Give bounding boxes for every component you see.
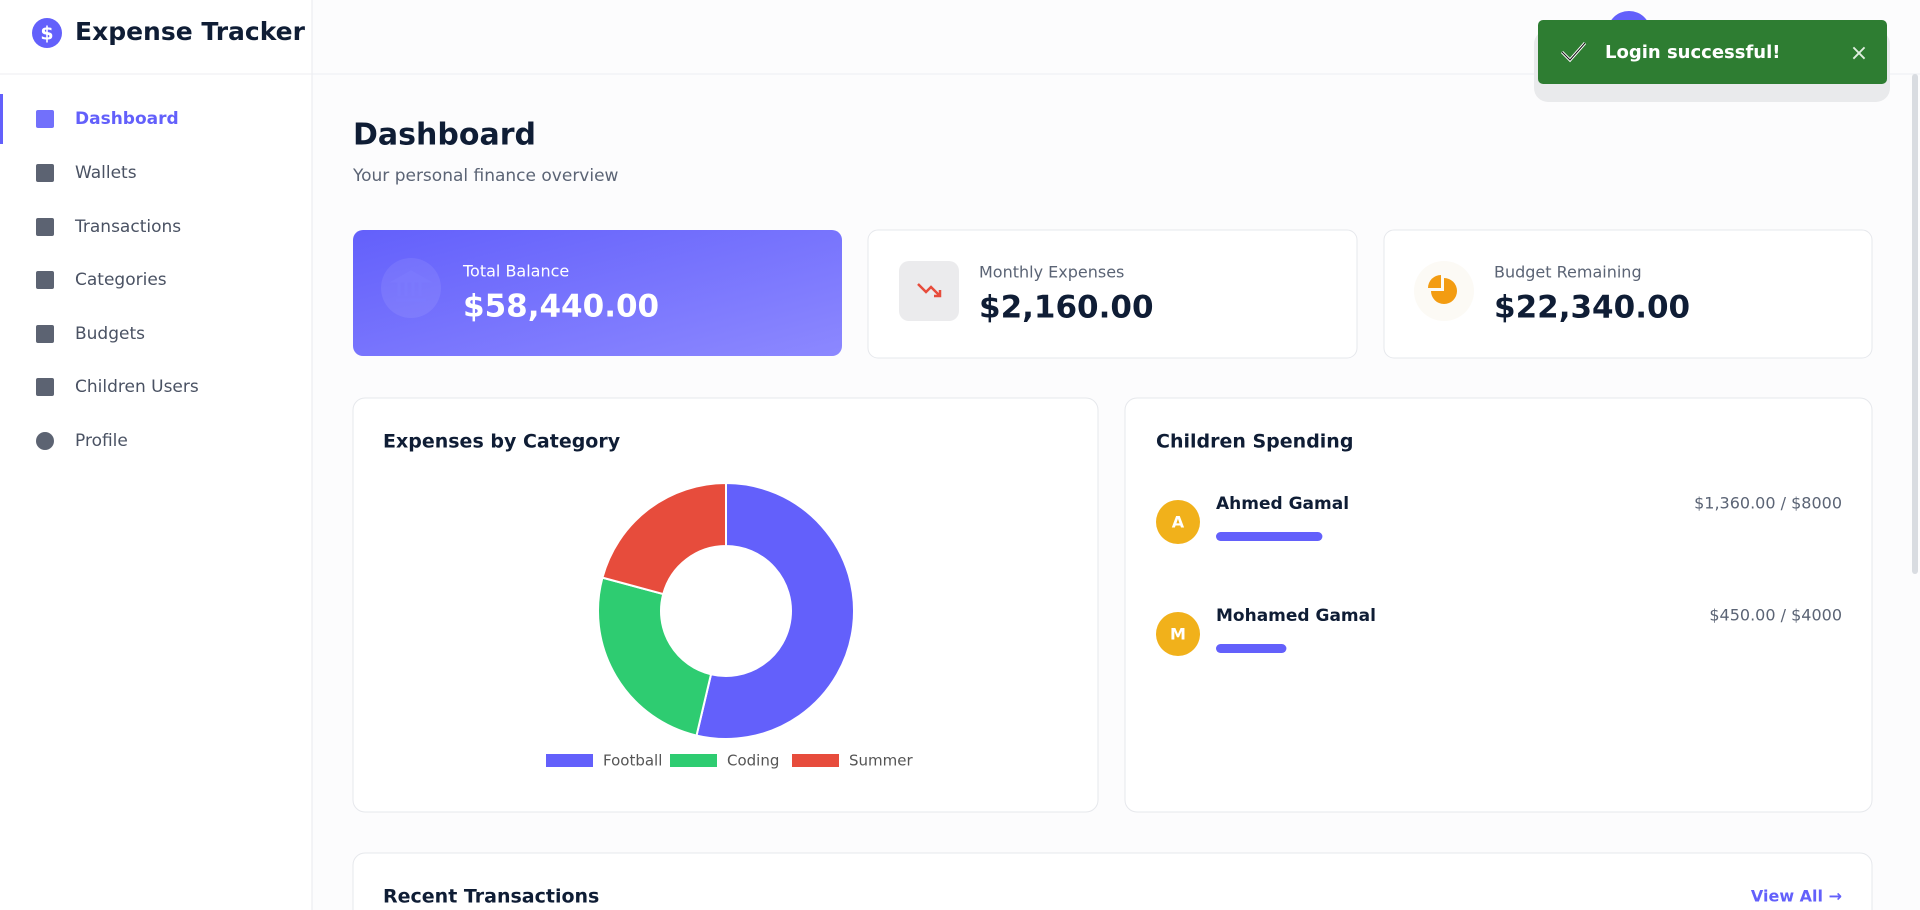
page-subtitle: Your personal finance overview — [352, 166, 619, 186]
nav-item[interactable]: Budgets — [75, 324, 145, 344]
children-list: A Ahmed Gamal $1,360.00 / $8000 M Mohamed Ga… — [1156, 494, 1842, 656]
nav-item[interactable]: Profile — [75, 431, 128, 451]
panel-title: Recent Transactions — [383, 886, 599, 908]
card-icon — [917, 283, 942, 298]
card-value: $2,160.00 — [979, 290, 1154, 326]
legend-label: Coding — [727, 752, 779, 770]
nav-item[interactable]: Wallets — [75, 163, 137, 183]
page-title: Dashboard — [353, 118, 536, 153]
nav: Dashboard Wallets Transactions Categories Bu… — [36, 109, 199, 451]
logo — [32, 18, 62, 48]
chart-panel — [352, 397, 1099, 813]
child-initial: A — [1172, 513, 1185, 532]
child-avatar — [1156, 612, 1200, 656]
nav-item[interactable]: Dashboard — [75, 109, 179, 129]
child-name: Mohamed Gamal — [1216, 606, 1376, 626]
legend-swatch — [546, 754, 593, 767]
child-avatar — [1156, 500, 1200, 544]
card — [1383, 229, 1873, 359]
nav-item[interactable]: Transactions — [74, 217, 181, 237]
nav-icon — [36, 271, 54, 289]
nav-icon — [36, 432, 54, 450]
chart-title: Expenses by Category — [383, 431, 621, 453]
toast — [1538, 20, 1887, 84]
card-label: Budget Remaining — [1494, 263, 1642, 282]
donut-slice — [695, 481, 855, 740]
child-name: Ahmed Gamal — [1216, 494, 1349, 514]
child-amount: $450.00 / $4000 — [1709, 606, 1842, 625]
card-icon — [381, 258, 441, 318]
donut-slice — [601, 481, 727, 596]
nav-item[interactable]: Categories — [75, 270, 167, 290]
nav-item[interactable]: Children Users — [75, 377, 199, 397]
card-value: $58,440.00 — [463, 289, 659, 325]
card — [353, 230, 842, 356]
sidebar — [0, 0, 312, 910]
card-icon — [1431, 278, 1457, 304]
toast-icon — [1561, 42, 1586, 61]
nav-icon — [36, 164, 54, 182]
toast-close[interactable]: × — [1850, 41, 1868, 66]
nav-icon — [36, 218, 54, 236]
recent-panel — [352, 852, 1873, 910]
card-icon — [899, 261, 959, 321]
card-label: Total Balance — [462, 262, 569, 281]
child-amount: $1,360.00 / $8000 — [1694, 494, 1842, 513]
donut-chart: Football Coding Summer — [546, 481, 913, 770]
child-initial: M — [1170, 625, 1186, 644]
nav-icon — [36, 378, 54, 396]
panel-title: Children Spending — [1156, 431, 1353, 453]
card — [867, 229, 1358, 359]
progress-bar — [1216, 644, 1287, 653]
donut-slice — [597, 576, 713, 737]
nav-icon — [36, 325, 54, 343]
view-all-link[interactable]: View All → — [1751, 887, 1842, 906]
nav-icon — [36, 110, 54, 128]
children-panel — [1124, 397, 1873, 813]
card-value: $22,340.00 — [1494, 290, 1690, 326]
brand: Expense Tracker — [75, 17, 306, 46]
legend-label: Summer — [849, 752, 913, 770]
scrollbar — [1912, 74, 1918, 574]
card-icon — [389, 270, 433, 302]
legend-label: Football — [603, 752, 662, 770]
logo-glyph: $ — [40, 23, 53, 45]
toast-message: Login successful! — [1605, 42, 1781, 63]
legend-swatch — [792, 754, 839, 767]
legend-swatch — [670, 754, 717, 767]
card-label: Monthly Expenses — [979, 263, 1124, 282]
card-icon — [1428, 275, 1441, 288]
active-indicator — [0, 94, 3, 144]
progress-bar — [1216, 532, 1323, 541]
